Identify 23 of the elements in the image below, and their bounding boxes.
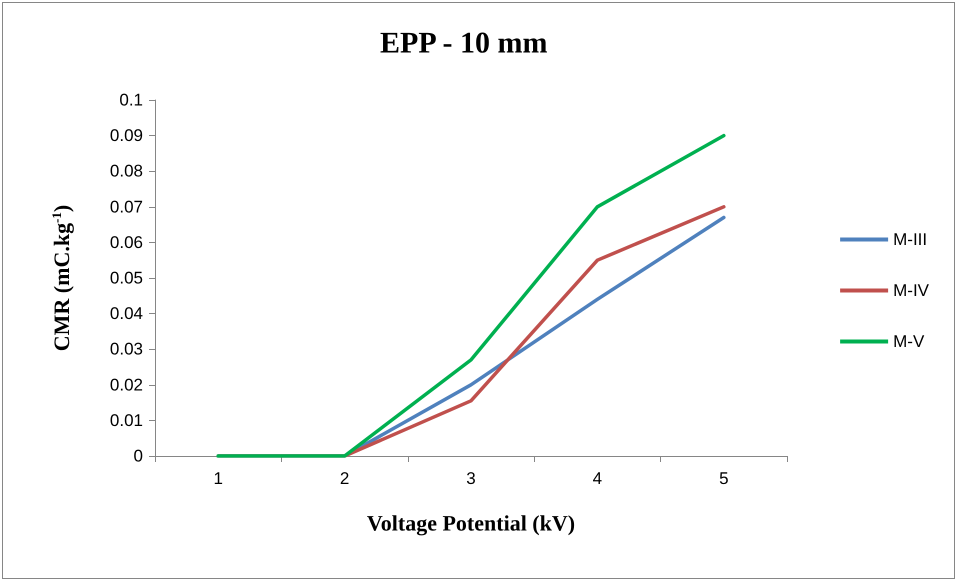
- x-tick-label: 4: [592, 469, 602, 488]
- y-tick-label: 0.08: [110, 162, 143, 181]
- y-tick-label: 0.05: [110, 268, 143, 288]
- y-tick-label: 0.02: [110, 375, 143, 394]
- y-axis-title: CMR (mC.kg-1): [49, 204, 74, 352]
- x-tick-label: 3: [466, 469, 476, 488]
- y-tick-label: 0: [134, 446, 143, 466]
- y-tick-label: 0.04: [110, 304, 143, 324]
- legend-label: M-IV: [893, 281, 930, 300]
- x-tick-label: 5: [719, 469, 729, 488]
- x-tick-label: 1: [213, 469, 223, 488]
- x-axis-title: Voltage Potential (kV): [366, 510, 576, 536]
- line-series: [216, 134, 726, 458]
- y-tick-label: 0.1: [119, 90, 143, 110]
- chart-title: EPP - 10 mm: [380, 26, 548, 60]
- x-tick-label: 2: [340, 469, 350, 488]
- y-tick-label: 0.03: [110, 340, 143, 359]
- y-tick-label: 0.06: [110, 232, 143, 252]
- legend-label: M-V: [893, 332, 925, 351]
- y-tick-label: 0.09: [110, 126, 143, 146]
- y-tick-label: 0.07: [110, 197, 143, 216]
- legend-label: M-III: [893, 230, 928, 249]
- y-tick-label: 0.01: [110, 410, 143, 430]
